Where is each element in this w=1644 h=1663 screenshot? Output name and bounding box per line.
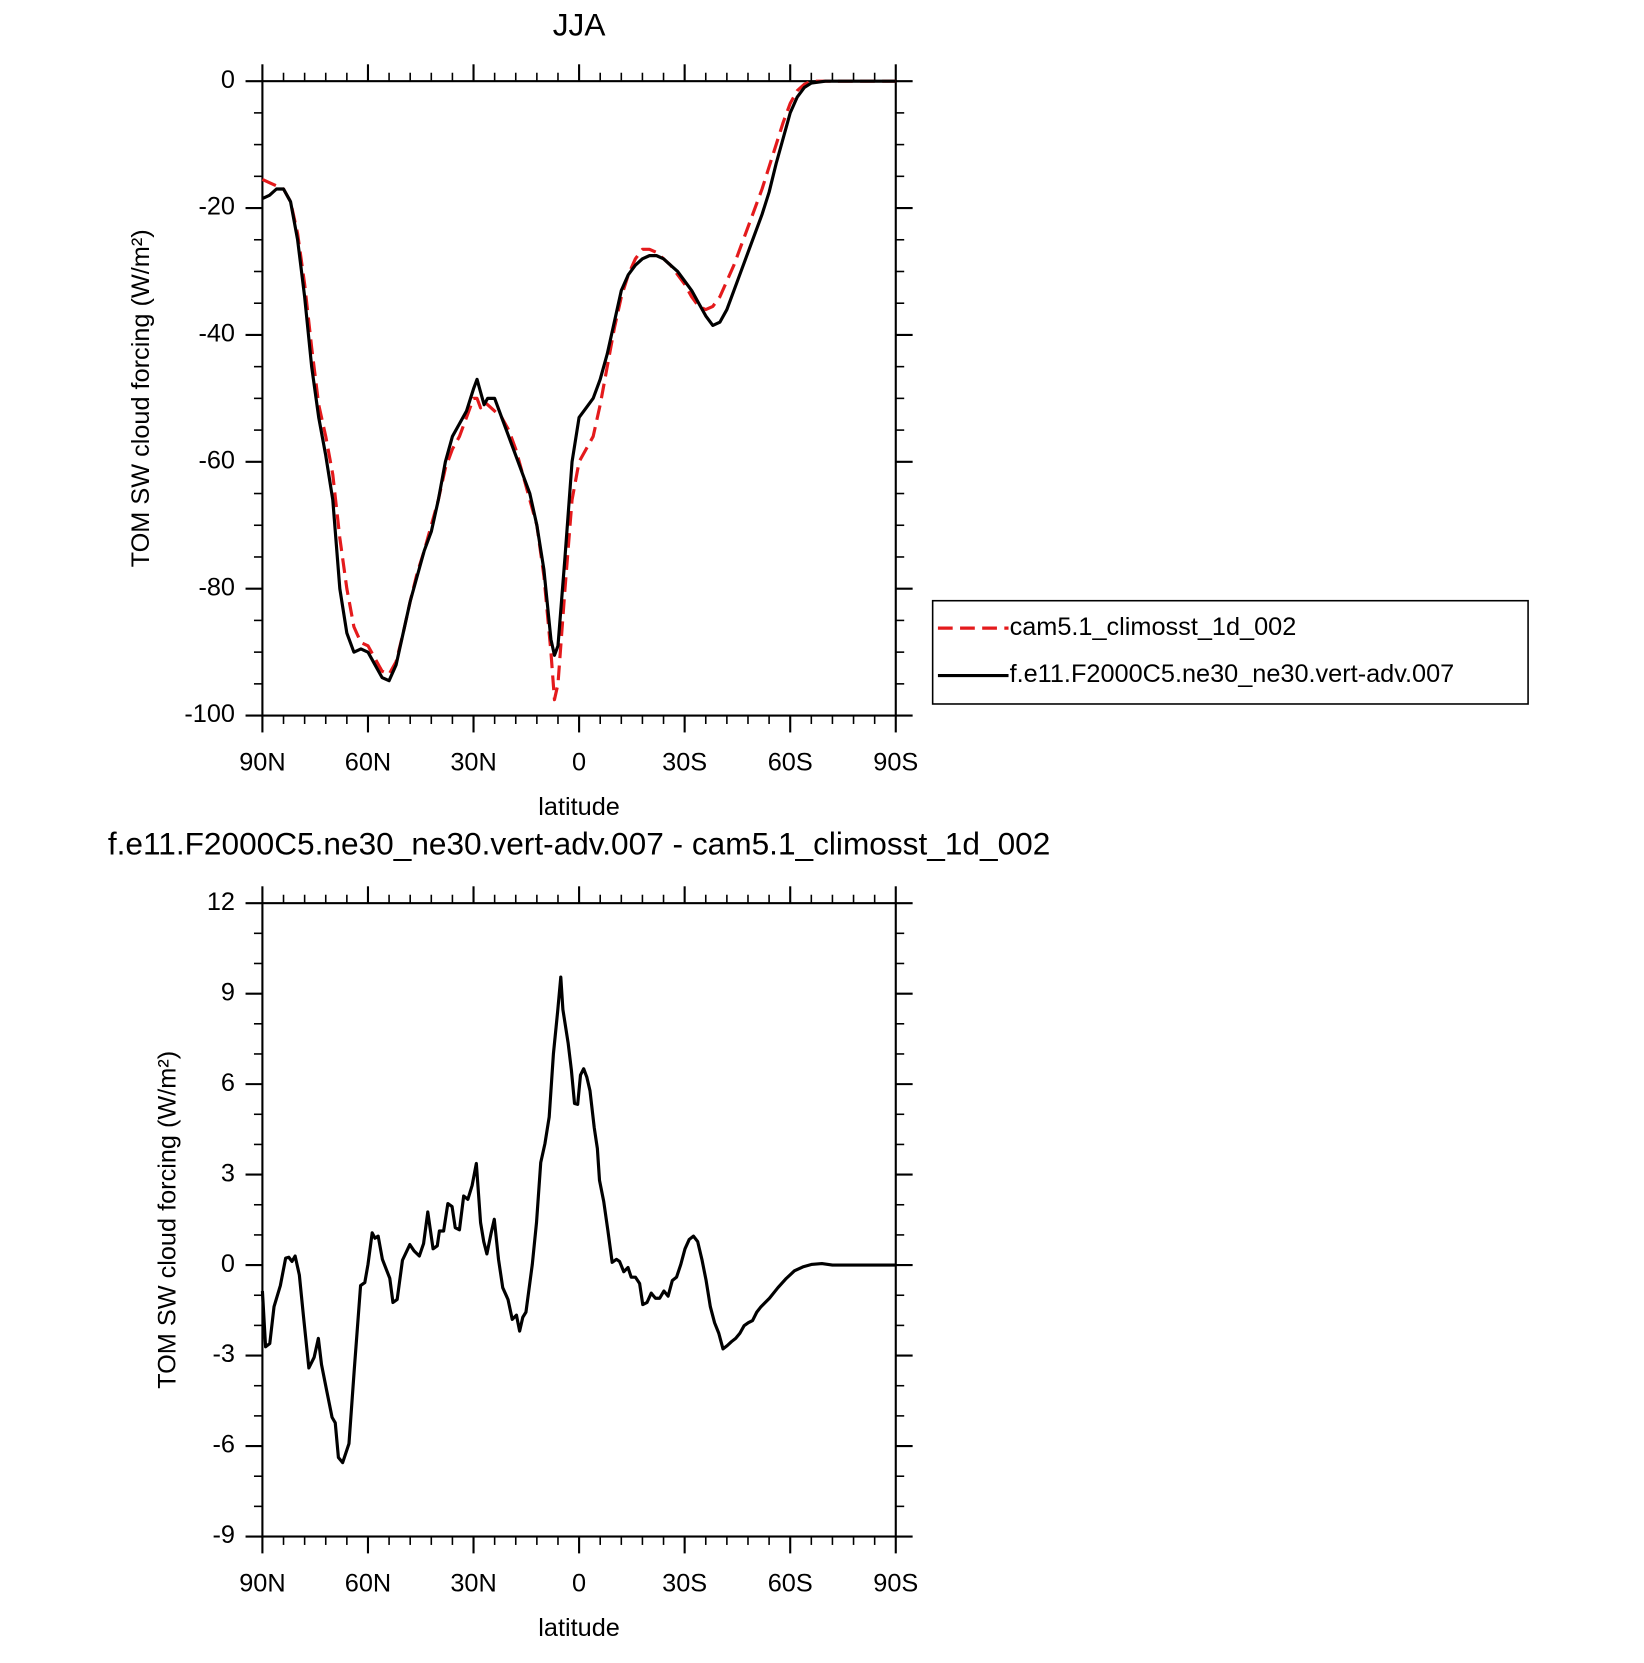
chart-title: JJA bbox=[553, 7, 607, 43]
x-tick-label: 60S bbox=[768, 1570, 813, 1598]
x-tick-label: 90N bbox=[239, 1570, 285, 1598]
x-tick-label: 0 bbox=[572, 749, 586, 777]
y-axis-label: TOM SW cloud forcing (W/m²) bbox=[153, 1051, 181, 1389]
x-tick-label: 90N bbox=[239, 749, 285, 777]
legend: cam5.1_climosst_1d_002 f.e11.F2000C5.ne30… bbox=[931, 599, 1529, 705]
y-tick-label: -40 bbox=[198, 320, 235, 348]
plot-frame bbox=[261, 80, 897, 717]
y-tick-label: 3 bbox=[221, 1159, 235, 1187]
x-tick-label: 30S bbox=[662, 749, 707, 777]
y-tick-label: -9 bbox=[213, 1521, 235, 1549]
x-tick-label: 90S bbox=[873, 1570, 918, 1598]
data-line bbox=[261, 79, 896, 702]
y-tick-label: -60 bbox=[198, 446, 235, 474]
data-line bbox=[261, 79, 896, 683]
x-tick-label: 0 bbox=[572, 1570, 586, 1598]
y-tick-label: -20 bbox=[198, 193, 235, 221]
data-line bbox=[260, 975, 896, 1465]
legend-label: cam5.1_climosst_1d_002 bbox=[1010, 613, 1297, 641]
x-axis-label: latitude bbox=[538, 1614, 620, 1642]
plot-frame bbox=[261, 902, 897, 1538]
x-tick-label: 90S bbox=[873, 749, 918, 777]
x-tick-label: 30N bbox=[450, 1570, 496, 1598]
x-tick-label: 60N bbox=[345, 1570, 391, 1598]
legend-box bbox=[931, 599, 1529, 705]
y-tick-label: 0 bbox=[221, 1250, 235, 1278]
chart-title: f.e11.F2000C5.ne30_ne30.vert-adv.007 - c… bbox=[108, 826, 1050, 862]
y-tick-label: 6 bbox=[221, 1069, 235, 1097]
y-tick-label: -100 bbox=[184, 700, 235, 728]
y-tick-label: -6 bbox=[213, 1431, 235, 1459]
x-tick-label: 60N bbox=[345, 749, 391, 777]
legend-label: f.e11.F2000C5.ne30_ne30.vert-adv.007 bbox=[1010, 660, 1455, 688]
y-axis-label: TOM SW cloud forcing (W/m²) bbox=[127, 229, 155, 567]
y-tick-label: -80 bbox=[198, 573, 235, 601]
y-tick-label: 0 bbox=[221, 66, 235, 94]
x-tick-label: 60S bbox=[768, 749, 813, 777]
x-tick-label: 30N bbox=[450, 749, 496, 777]
x-axis-label: latitude bbox=[538, 793, 620, 821]
y-tick-label: -3 bbox=[213, 1340, 235, 1368]
y-tick-label: 9 bbox=[221, 978, 235, 1006]
x-tick-label: 30S bbox=[662, 1570, 707, 1598]
y-tick-label: 12 bbox=[207, 888, 235, 916]
